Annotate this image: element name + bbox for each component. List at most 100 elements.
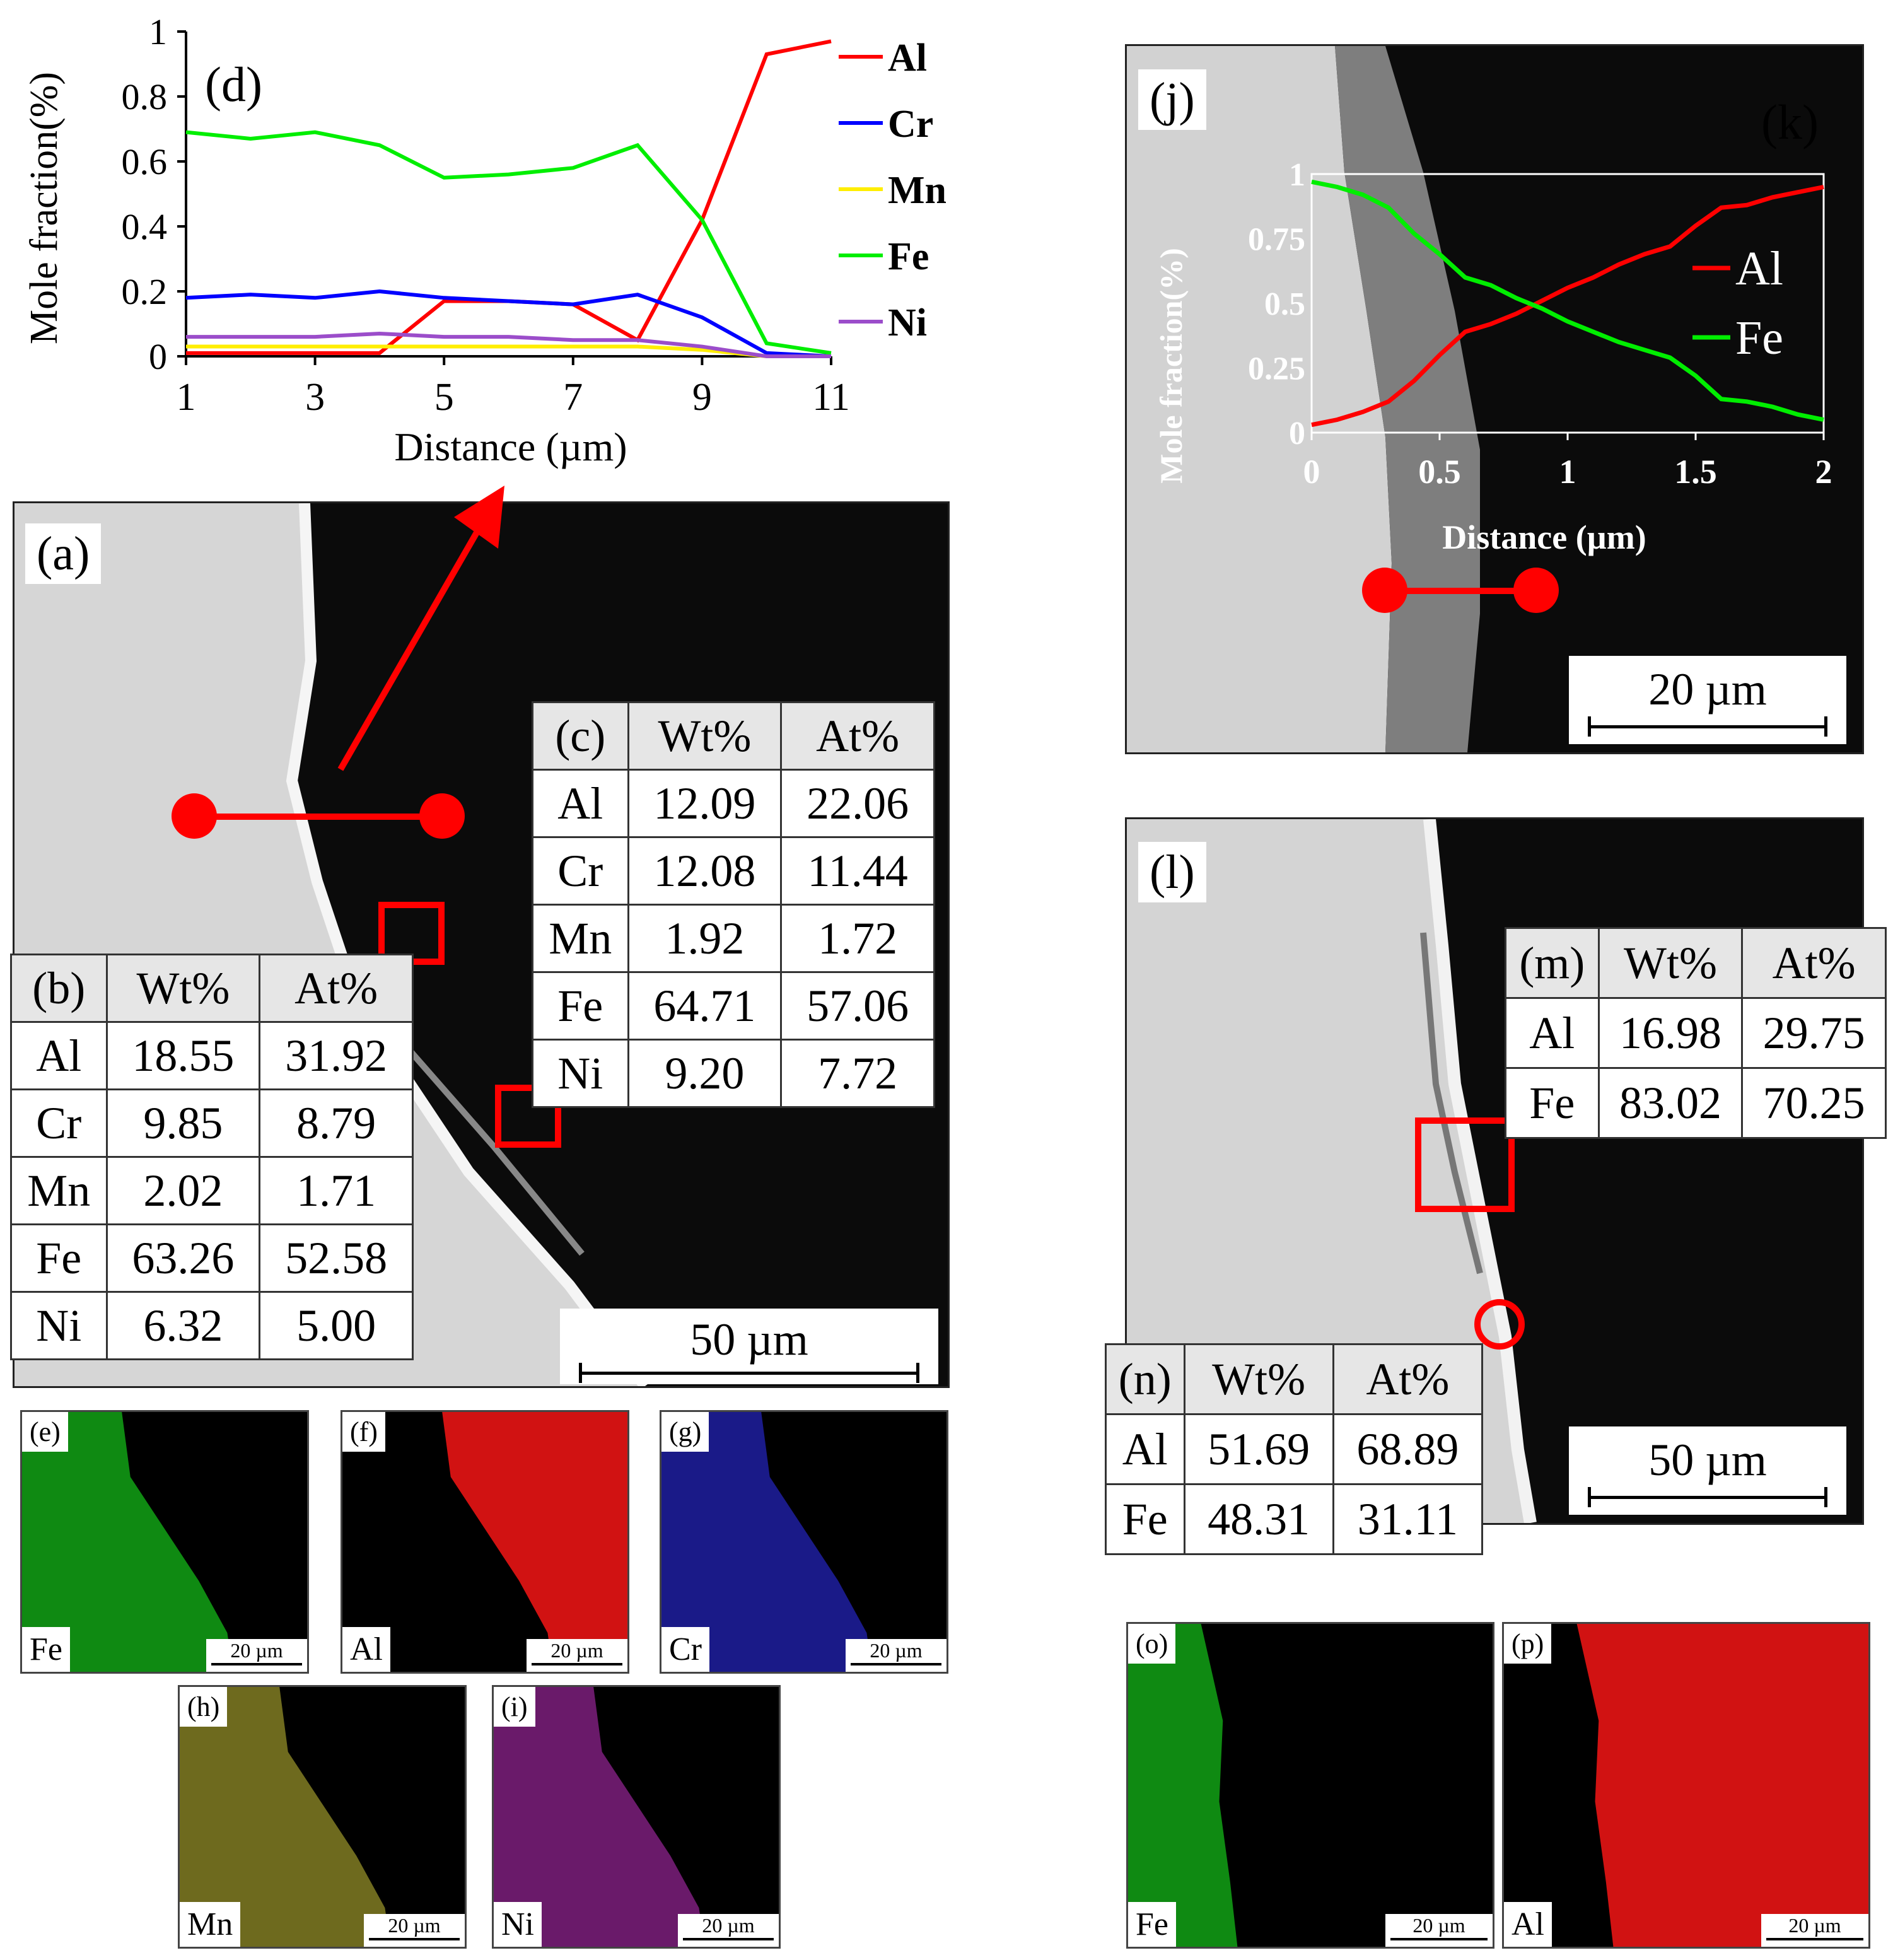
table-c-cell: Mn	[532, 904, 629, 973]
chart-k-ylabel: Mole fraction(%)	[1153, 248, 1189, 483]
chart-k-legend-label: Al	[1735, 242, 1783, 295]
chart-d-series-ni	[186, 331, 831, 358]
table-b-cell: Al	[10, 1021, 108, 1090]
scalebar-j: 20 µm	[1569, 656, 1846, 744]
point-box-c	[495, 1085, 561, 1148]
chart-k-series-fe	[1311, 179, 1824, 422]
map-f-element: Al	[342, 1627, 390, 1672]
chart-d-y-tick-label: 0.8	[122, 76, 168, 117]
map-p-element: Al	[1504, 1902, 1552, 1947]
scalebar-a: 50 µm	[560, 1309, 938, 1384]
chart-k-series-al	[1311, 185, 1824, 428]
table-c-cell: 1.92	[627, 904, 783, 973]
table-b-cell: 6.32	[105, 1291, 261, 1360]
table-c-cell: 7.72	[780, 1039, 935, 1108]
table-c-header: Wt%	[627, 701, 783, 771]
table-b-cell: Cr	[10, 1088, 108, 1158]
eds-map-i: (i) Ni 20 µm	[492, 1685, 781, 1949]
linescan-arrow	[337, 486, 504, 771]
chart-d-x-tick-label: 11	[812, 376, 850, 419]
table-c-cell: 1.72	[780, 904, 935, 973]
map-o-label: (o)	[1128, 1624, 1176, 1664]
chart-d-legend-label: Al	[888, 37, 927, 79]
map-i-label: (i)	[494, 1687, 535, 1727]
chart-k-y-tick-label: 0.5	[1264, 286, 1305, 322]
table-n-cell: 48.31	[1183, 1483, 1334, 1555]
table-c-cell: Ni	[532, 1039, 629, 1108]
chart-k-x-tick-label: 0	[1303, 453, 1320, 491]
linescan-start-j	[1362, 568, 1407, 613]
chart-k-y-tick-label: 0.25	[1248, 351, 1305, 387]
table-b-cell: 8.79	[259, 1088, 414, 1158]
table-m-header: Wt%	[1597, 927, 1744, 999]
scalebar-l-label: 50 µm	[1648, 1435, 1767, 1485]
eds-map-e: (e) Fe 20 µm	[20, 1410, 309, 1674]
panel-l-label: (l)	[1138, 842, 1206, 902]
linescan-line-j	[1400, 588, 1539, 594]
scalebar-l: 50 µm	[1569, 1426, 1846, 1515]
table-n-cell: 68.89	[1332, 1413, 1484, 1485]
map-i-scalebar: 20 µm	[678, 1914, 779, 1947]
chart-d-legend-label: Cr	[888, 103, 933, 146]
table-b-header: Wt%	[105, 954, 261, 1023]
map-g-label: (g)	[661, 1412, 709, 1452]
chart-d-y-tick-label: 0.6	[122, 141, 168, 182]
table-m-cell: 16.98	[1597, 997, 1744, 1069]
chart-k-y-tick-label: 1	[1289, 157, 1305, 193]
table-c-label: (c)	[532, 701, 629, 771]
map-p-scalebar: 20 µm	[1761, 1914, 1868, 1947]
map-i-element: Ni	[494, 1902, 542, 1947]
chart-d-x-tick-label: 9	[692, 376, 712, 419]
table-m-cell: 29.75	[1741, 997, 1887, 1069]
map-e-scale-label: 20 µm	[230, 1639, 283, 1662]
chart-k-y-tick-label: 0.75	[1248, 222, 1305, 258]
table-b-cell: Mn	[10, 1156, 108, 1225]
linescan-start-a	[172, 793, 217, 839]
table-c-cell: 12.08	[627, 836, 783, 906]
map-g-scale-label: 20 µm	[870, 1639, 923, 1662]
map-g-element: Cr	[661, 1627, 709, 1672]
table-b-label: (b)	[10, 954, 108, 1023]
map-o-fill	[1128, 1624, 1238, 1947]
chart-k-panel-label: (k)	[1761, 95, 1819, 149]
sem-j-regions	[1127, 46, 1480, 752]
table-b-cell: 9.85	[105, 1088, 261, 1158]
linescan-end-j	[1513, 568, 1559, 613]
chart-d-y-tick-label: 0	[149, 336, 167, 377]
map-e-element: Fe	[22, 1627, 70, 1672]
map-f-scale-label: 20 µm	[550, 1639, 603, 1662]
chart-d-legend-label: Mn	[888, 169, 946, 212]
map-h-scale-label: 20 µm	[388, 1914, 441, 1937]
table-b-cell: 5.00	[259, 1291, 414, 1360]
panel-j-label: (j)	[1138, 69, 1206, 130]
chart-d: 1 3 5 7 9 11 0 0.2 0.4 0.6 0.8 1 Al Cr Mn Fe Ni (d) Dist…	[23, 11, 946, 469]
table-m-cell: Al	[1505, 997, 1600, 1069]
map-o-element: Fe	[1128, 1902, 1176, 1947]
table-b-cell: 31.92	[259, 1021, 414, 1090]
map-p-scale-label: 20 µm	[1788, 1914, 1841, 1937]
map-o-scalebar: 20 µm	[1385, 1914, 1493, 1947]
map-f-scalebar: 20 µm	[527, 1639, 627, 1672]
table-c-cell: 12.09	[627, 769, 783, 838]
map-h-element: Mn	[180, 1902, 241, 1947]
chart-d-x-tick-label: 5	[434, 376, 454, 419]
chart-k-x-tick-label: 1.5	[1674, 453, 1717, 491]
chart-k-legend-label: Fe	[1735, 312, 1783, 365]
chart-d-x-tick-label: 3	[305, 376, 325, 419]
table-c-cell: 64.71	[627, 971, 783, 1041]
chart-k-x-tick-label: 1	[1559, 453, 1576, 491]
map-p-fill	[1576, 1624, 1868, 1947]
table-b-cell: 52.58	[259, 1223, 414, 1293]
table-n-cell: 51.69	[1183, 1413, 1334, 1485]
table-n-header: At%	[1332, 1343, 1484, 1415]
table-b-cell: Fe	[10, 1223, 108, 1293]
table-b-header: At%	[259, 954, 414, 1023]
chart-d-legend-label: Ni	[888, 301, 927, 344]
table-c-cell: Al	[532, 769, 629, 838]
chart-k-x-tick-label: 2	[1815, 453, 1832, 491]
table-c-cell: 11.44	[780, 836, 935, 906]
map-o-scale-label: 20 µm	[1412, 1914, 1465, 1937]
chart-d-series-al	[186, 39, 832, 355]
table-n-cell: 31.11	[1332, 1483, 1484, 1555]
table-m-label: (m)	[1505, 927, 1600, 999]
